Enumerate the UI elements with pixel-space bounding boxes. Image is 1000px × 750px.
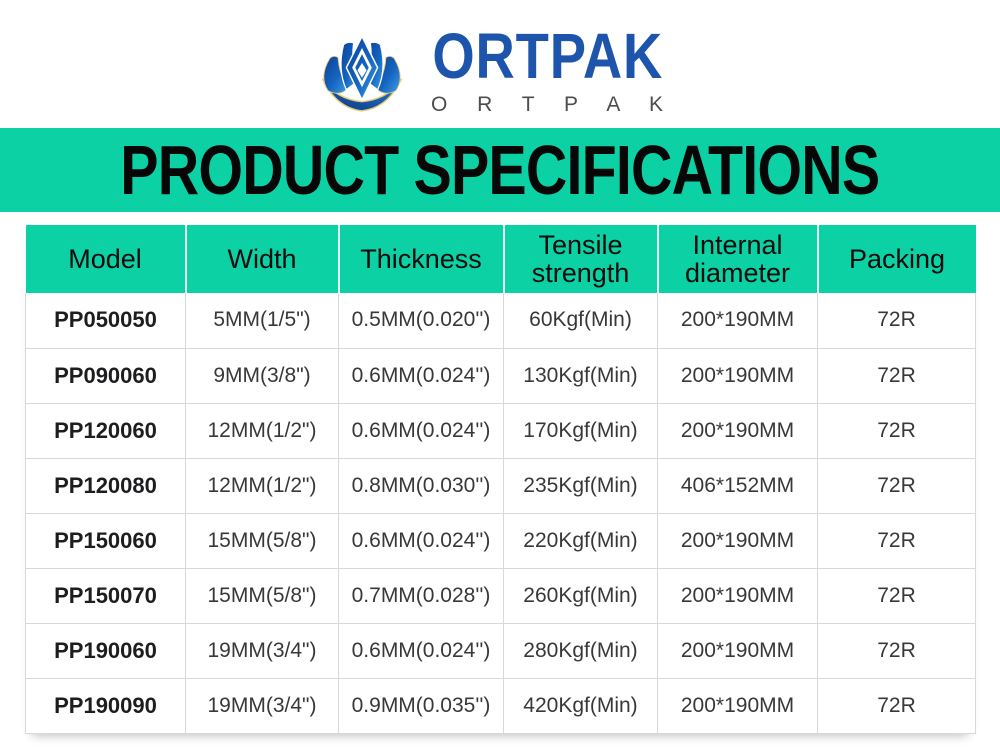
width-cell: 12MM(1/2") bbox=[185, 402, 339, 459]
col-header-internal-diameter: Internal diameter bbox=[657, 225, 819, 293]
width-cell: 19MM(3/4") bbox=[185, 677, 339, 734]
logo-section: ORTPAK O R T P A K bbox=[0, 0, 1000, 128]
spec-table-wrapper: Model Width Thickness Tensile strength I… bbox=[25, 225, 976, 734]
title-banner: PRODUCT SPECIFICATIONS bbox=[0, 128, 1000, 212]
col-header-packing: Packing bbox=[817, 225, 976, 293]
packing-cell: 72R bbox=[817, 293, 976, 349]
table-row: PP150060 15MM(5/8") 0.6MM(0.024'') 220Kg… bbox=[25, 512, 976, 569]
width-cell: 5MM(1/5") bbox=[185, 293, 339, 349]
model-cell: PP090060 bbox=[25, 347, 186, 404]
brand-subtitle: O R T P A K bbox=[430, 92, 676, 116]
tensile-strength-cell: 280Kgf(Min) bbox=[503, 622, 658, 679]
logo-text: ORTPAK O R T P A K bbox=[412, 20, 683, 117]
width-cell: 15MM(5/8") bbox=[185, 512, 339, 569]
col-header-model: Model bbox=[25, 225, 187, 293]
table-row: PP150070 15MM(5/8") 0.7MM(0.028'') 260Kg… bbox=[25, 567, 976, 624]
width-cell: 12MM(1/2") bbox=[185, 457, 339, 514]
internal-diameter-cell: 200*190MM bbox=[657, 347, 818, 404]
table-row: PP190090 19MM(3/4") 0.9MM(0.035'') 420Kg… bbox=[25, 677, 976, 734]
width-cell: 9MM(3/8") bbox=[185, 347, 339, 404]
width-cell: 15MM(5/8") bbox=[185, 567, 339, 624]
header-row: Model Width Thickness Tensile strength I… bbox=[25, 225, 976, 293]
internal-diameter-cell: 200*190MM bbox=[657, 677, 818, 734]
tensile-strength-cell: 130Kgf(Min) bbox=[503, 347, 658, 404]
col-header-width: Width bbox=[185, 225, 340, 293]
brand-name: ORTPAK bbox=[432, 20, 664, 92]
thickness-cell: 0.6MM(0.024'') bbox=[338, 622, 504, 679]
packing-cell: 72R bbox=[817, 512, 976, 569]
col-header-thickness: Thickness bbox=[338, 225, 505, 293]
table-row: PP190060 19MM(3/4") 0.6MM(0.024'') 280Kg… bbox=[25, 622, 976, 679]
thickness-cell: 0.7MM(0.028'') bbox=[338, 567, 504, 624]
thickness-cell: 0.6MM(0.024'') bbox=[338, 402, 504, 459]
model-cell: PP120060 bbox=[25, 402, 186, 459]
internal-diameter-cell: 406*152MM bbox=[657, 457, 818, 514]
table-row: PP050050 5MM(1/5") 0.5MM(0.020'') 60Kgf(… bbox=[25, 293, 976, 349]
internal-diameter-cell: 200*190MM bbox=[657, 402, 818, 459]
packing-cell: 72R bbox=[817, 567, 976, 624]
tensile-strength-cell: 170Kgf(Min) bbox=[503, 402, 658, 459]
tensile-strength-cell: 235Kgf(Min) bbox=[503, 457, 658, 514]
packing-cell: 72R bbox=[817, 677, 976, 734]
lotus-icon bbox=[322, 34, 403, 112]
internal-diameter-cell: 200*190MM bbox=[657, 293, 818, 349]
thickness-cell: 0.6MM(0.024'') bbox=[338, 512, 504, 569]
spec-table: Model Width Thickness Tensile strength I… bbox=[25, 225, 976, 734]
packing-cell: 72R bbox=[817, 347, 976, 404]
page-title: PRODUCT SPECIFICATIONS bbox=[120, 131, 880, 209]
col-header-tensile-strength: Tensile strength bbox=[503, 225, 659, 293]
internal-diameter-cell: 200*190MM bbox=[657, 567, 818, 624]
table-body: PP050050 5MM(1/5") 0.5MM(0.020'') 60Kgf(… bbox=[25, 293, 976, 734]
internal-diameter-cell: 200*190MM bbox=[657, 512, 818, 569]
table-row: PP120080 12MM(1/2") 0.8MM(0.030'') 235Kg… bbox=[25, 457, 976, 514]
width-cell: 19MM(3/4") bbox=[185, 622, 339, 679]
packing-cell: 72R bbox=[817, 622, 976, 679]
thickness-cell: 0.6MM(0.024'') bbox=[338, 347, 504, 404]
internal-diameter-cell: 200*190MM bbox=[657, 622, 818, 679]
packing-cell: 72R bbox=[817, 402, 976, 459]
model-cell: PP150060 bbox=[25, 512, 186, 569]
tensile-strength-cell: 420Kgf(Min) bbox=[503, 677, 658, 734]
thickness-cell: 0.8MM(0.030'') bbox=[338, 457, 504, 514]
table-row: PP090060 9MM(3/8") 0.6MM(0.024'') 130Kgf… bbox=[25, 347, 976, 404]
tensile-strength-cell: 220Kgf(Min) bbox=[503, 512, 658, 569]
model-cell: PP120080 bbox=[25, 457, 186, 514]
thickness-cell: 0.5MM(0.020'') bbox=[338, 293, 504, 349]
table-row: PP120060 12MM(1/2") 0.6MM(0.024'') 170Kg… bbox=[25, 402, 976, 459]
tensile-strength-cell: 60Kgf(Min) bbox=[503, 293, 658, 349]
thickness-cell: 0.9MM(0.035'') bbox=[338, 677, 504, 734]
model-cell: PP190090 bbox=[25, 677, 186, 734]
model-cell: PP190060 bbox=[25, 622, 186, 679]
tensile-strength-cell: 260Kgf(Min) bbox=[503, 567, 658, 624]
model-cell: PP150070 bbox=[25, 567, 186, 624]
packing-cell: 72R bbox=[817, 457, 976, 514]
model-cell: PP050050 bbox=[25, 293, 186, 349]
